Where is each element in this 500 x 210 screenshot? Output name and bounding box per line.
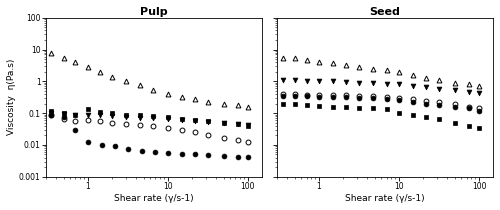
Title: Seed: Seed [370, 7, 400, 17]
Y-axis label: Viscosity  η(Pa.s): Viscosity η(Pa.s) [7, 59, 16, 135]
Title: Pulp: Pulp [140, 7, 168, 17]
X-axis label: Shear rate (γ/s-1): Shear rate (γ/s-1) [346, 194, 425, 203]
X-axis label: Shear rate (γ/s-1): Shear rate (γ/s-1) [114, 194, 194, 203]
